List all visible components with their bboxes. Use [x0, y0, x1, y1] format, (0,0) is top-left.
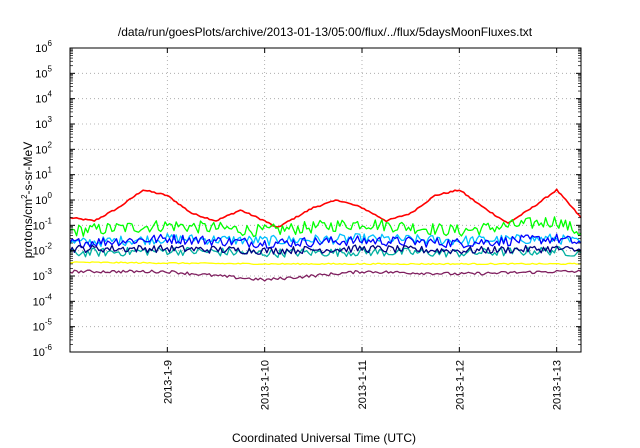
y-tick-label: 10-2: [33, 242, 53, 258]
x-tick-label: 2013-1-11: [357, 360, 369, 409]
y-tick-label: 106: [35, 39, 52, 55]
series-line-1: [69, 216, 582, 238]
y-tick-label: 10-5: [33, 318, 53, 334]
y-tick-label: 10-3: [33, 267, 53, 283]
series-line-3: [69, 233, 582, 249]
y-tick-label: 101: [35, 166, 52, 182]
chart-title: /data/run/goesPlots/archive/2013-01-13/0…: [118, 25, 533, 39]
y-tick-label: 100: [35, 191, 52, 207]
x-tick-labels: 2013-1-9 2013-1-10 2013-1-11 2013-1-12 2013-…: [162, 360, 563, 410]
grid-lines: [70, 48, 581, 352]
y-tick-label: 104: [35, 90, 52, 106]
y-tick-labels: 106 105 104 103 102 101 100 10-1 10-2 10-3 10-4 10-…: [33, 39, 53, 359]
y-tick-label: 10-6: [33, 343, 53, 359]
x-tick-label: 2013-1-9: [162, 360, 174, 404]
data-series: [69, 188, 582, 282]
y-tick-label: 10-1: [33, 216, 53, 232]
series-line-6: [69, 261, 582, 266]
y-tick-label: 10-4: [33, 292, 53, 308]
x-tick-label: 2013-1-12: [454, 360, 466, 410]
y-tick-label: 105: [35, 64, 52, 80]
x-axis-label: Coordinated Universal Time (UTC): [232, 431, 416, 445]
axis-ticks: [70, 47, 581, 353]
x-tick-label: 2013-1-13: [552, 360, 564, 410]
series-line-5: [69, 244, 582, 255]
series-line-2: [69, 233, 582, 248]
x-tick-label: 2013-1-10: [260, 360, 272, 410]
series-line-7: [69, 269, 582, 282]
series-line-4: [69, 245, 582, 259]
series-line-0: [69, 188, 582, 228]
y-axis-label: protons/cm2-s-sr-MeV: [20, 142, 35, 258]
y-tick-label: 103: [35, 115, 52, 131]
y-tick-label: 102: [35, 140, 52, 156]
